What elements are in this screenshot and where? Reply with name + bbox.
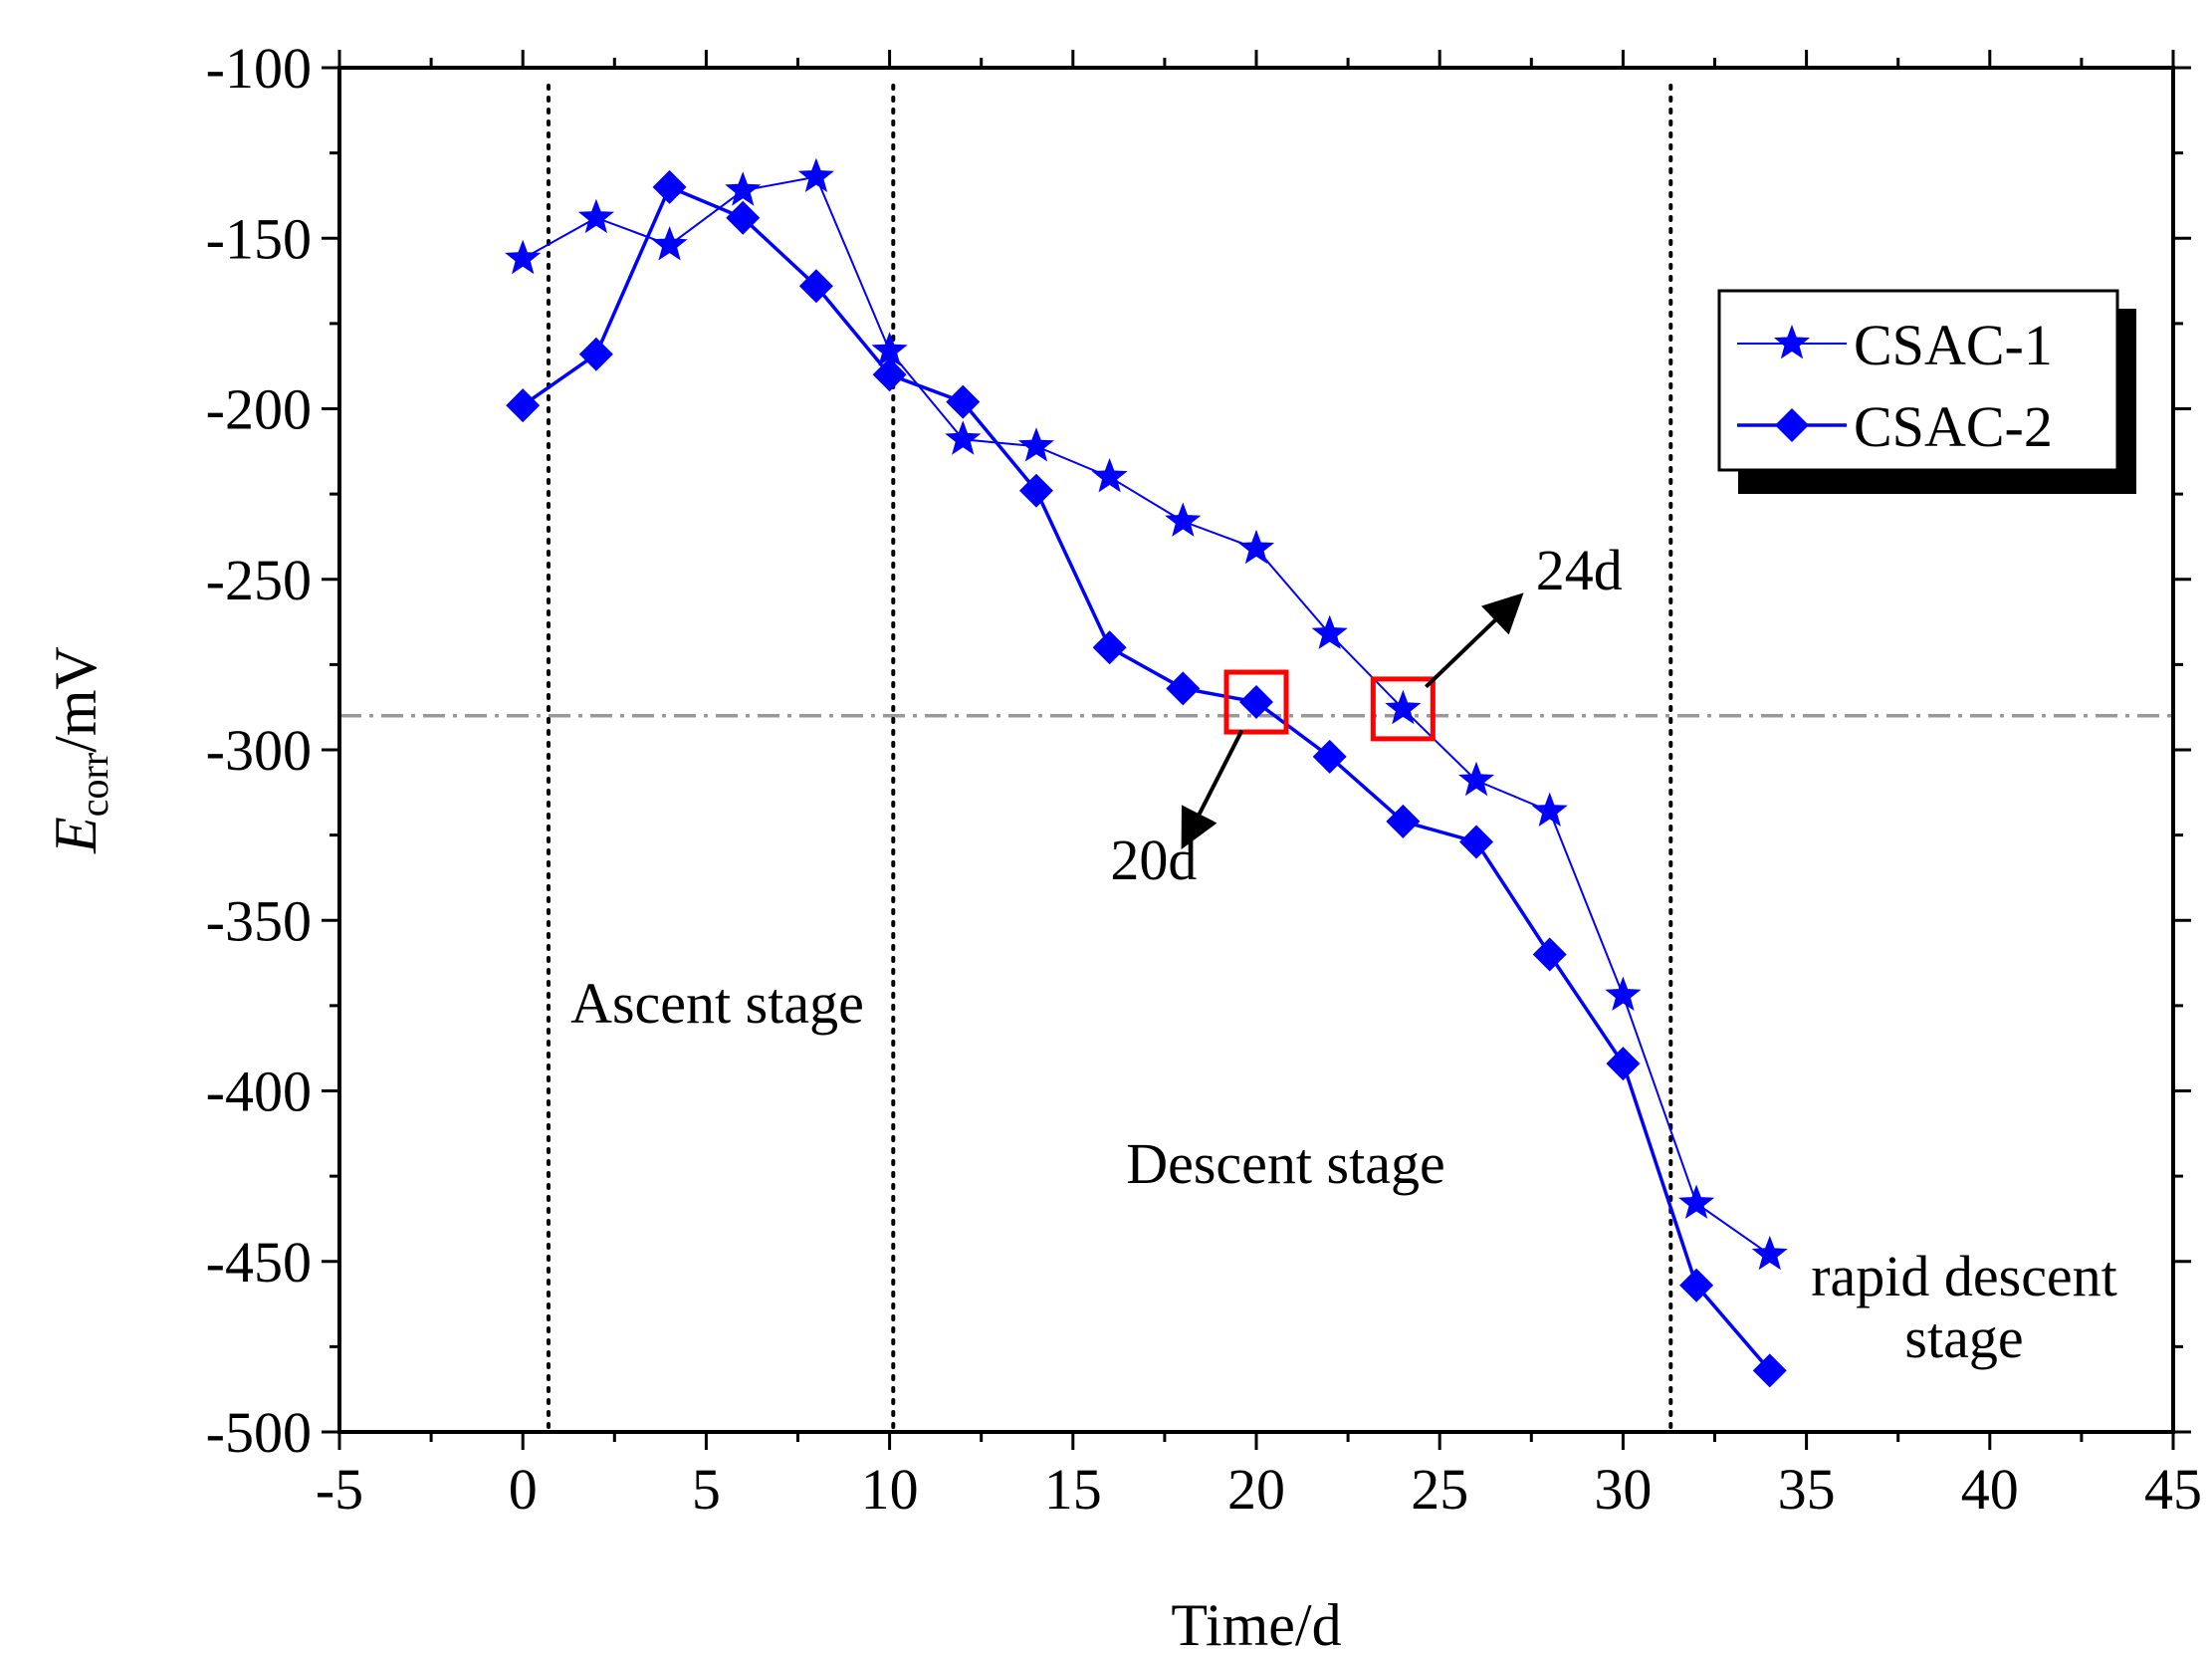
legend-box	[1717, 289, 2119, 472]
series-line-csac-2	[522, 184, 1772, 1372]
x-tick-label: 30	[1594, 1457, 1652, 1522]
data-point-diamond	[798, 269, 833, 304]
highlight-arrow-20d	[1181, 729, 1244, 850]
series-layer	[505, 157, 1788, 1388]
data-point-star	[1385, 689, 1422, 725]
y-tick-label: -200	[206, 377, 312, 442]
x-tick-label: 0	[509, 1457, 538, 1522]
data-point-star	[1678, 1184, 1715, 1219]
x-tick-label: 5	[692, 1457, 721, 1522]
y-tick-label: -500	[206, 1400, 312, 1465]
data-point-star	[871, 332, 908, 366]
x-tick-label: 25	[1411, 1457, 1468, 1522]
data-point-star	[1091, 458, 1128, 493]
data-point-star	[725, 171, 762, 206]
data-point-diamond	[1239, 685, 1273, 720]
legend: CSAC-1 CSAC-2	[1717, 289, 2136, 494]
data-point-star	[1605, 976, 1642, 1011]
legend-marker-star	[1773, 325, 1811, 359]
label-layer: -5 0 5 10 15 20 25 30 35 40 45 -100 -150 -200 -250 -300…	[206, 36, 2202, 1522]
x-tick-label: 10	[861, 1457, 919, 1522]
y-axis-label-main: E	[43, 817, 109, 854]
y-tick-label: -300	[206, 718, 312, 783]
y-tick-label: -100	[206, 36, 312, 101]
data-point-diamond	[1166, 671, 1201, 706]
data-point-diamond	[652, 169, 687, 204]
stage-label-line: Ascent stage	[570, 971, 864, 1036]
data-point-star	[1458, 761, 1495, 797]
highlight-layer	[1181, 592, 1524, 850]
y-tick-label: -150	[206, 206, 312, 271]
y-tick-label: -250	[206, 548, 312, 612]
data-point-star	[945, 420, 982, 455]
stage-label-line: rapid descent	[1811, 1244, 2117, 1308]
data-point-diamond	[1532, 937, 1567, 972]
series-line-csac-1	[522, 175, 1771, 1256]
data-point-diamond	[1459, 825, 1494, 859]
data-point-diamond	[506, 388, 541, 423]
data-point-star	[797, 157, 834, 192]
data-point-star	[1311, 614, 1348, 649]
data-point-diamond	[1018, 473, 1053, 508]
data-point-star	[505, 239, 542, 275]
data-point-diamond	[578, 337, 613, 371]
legend-label-csac-2: CSAC-2	[1854, 394, 2053, 459]
x-tick-label: 45	[2144, 1457, 2202, 1522]
y-tick-label: -450	[206, 1230, 312, 1295]
data-point-diamond	[1679, 1268, 1714, 1302]
data-point-diamond	[872, 357, 907, 392]
data-point-diamond	[946, 384, 981, 419]
y-tick-label: -400	[206, 1060, 312, 1124]
highlight-box-24d	[1370, 676, 1436, 742]
data-point-diamond	[1312, 739, 1347, 774]
stage-label: Ascent stage	[570, 971, 864, 1036]
legend-marker-diamond	[1775, 408, 1809, 442]
y-tick-label: -350	[206, 888, 312, 953]
data-point-star	[1237, 529, 1275, 565]
plot-background	[339, 68, 2173, 1432]
x-tick-label: -5	[316, 1457, 363, 1522]
data-point-diamond	[1386, 804, 1421, 838]
data-point-diamond	[1092, 630, 1127, 665]
stage-label-line: stage	[1904, 1305, 2023, 1370]
data-point-diamond	[1752, 1353, 1787, 1388]
data-point-star	[577, 198, 614, 234]
data-point-star	[1531, 792, 1568, 827]
highlight-label-20d: 20d	[1110, 828, 1197, 892]
data-point-diamond	[726, 200, 761, 235]
x-tick-label: 35	[1778, 1457, 1836, 1522]
y-axis-label-unit: /mV	[43, 646, 109, 753]
data-point-star	[1751, 1235, 1788, 1271]
data-point-diamond	[1606, 1047, 1641, 1081]
x-tick-label: 20	[1227, 1457, 1285, 1522]
stage-label: Descent stage	[1126, 1131, 1444, 1196]
x-tick-label: 15	[1044, 1457, 1102, 1522]
data-point-star	[651, 226, 688, 261]
x-axis-label: Time/d	[1171, 1592, 1341, 1656]
x-tick-label: 40	[1961, 1457, 2019, 1522]
data-point-star	[1017, 427, 1054, 462]
highlight-arrow-24d	[1425, 592, 1524, 689]
y-axis-label: Ecorr/mV	[43, 646, 116, 854]
stage-label-line: Descent stage	[1126, 1131, 1444, 1196]
y-axis-label-sub: corr	[72, 753, 116, 817]
legend-label-csac-1: CSAC-1	[1854, 313, 2053, 377]
highlight-label-24d: 24d	[1536, 538, 1623, 602]
stage-label: rapid descent stage	[1811, 1244, 2117, 1370]
data-point-star	[1165, 502, 1202, 537]
tick-layer	[322, 50, 2191, 1450]
highlight-box-20d	[1223, 669, 1289, 735]
